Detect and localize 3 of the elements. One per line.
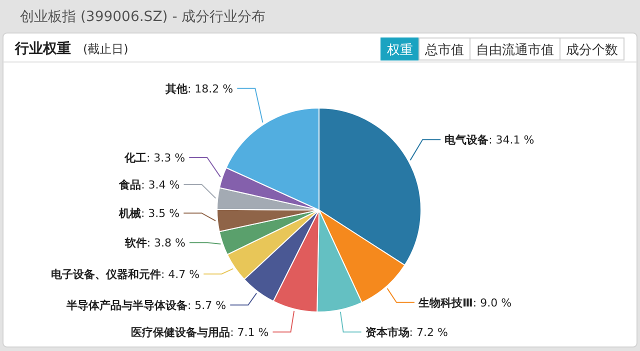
subtitle: 行业权重 [15,41,71,57]
title: 创业板指 (399006.SZ) - 成分行业分布 [20,9,266,25]
annotation: (截止日) [83,42,128,56]
